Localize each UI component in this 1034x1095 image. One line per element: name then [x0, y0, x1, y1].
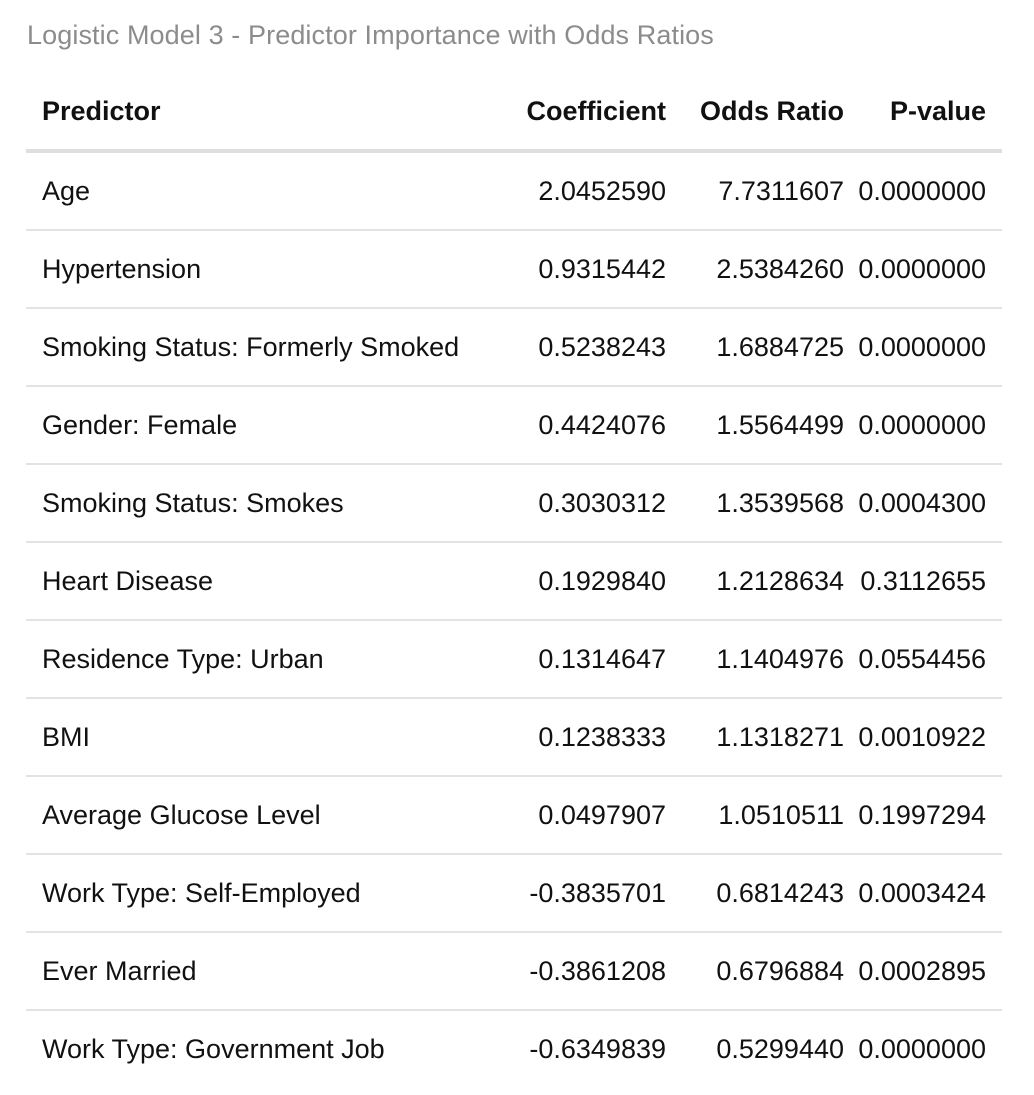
table-row: BMI 0.1238333 1.1318271 0.0010922 [26, 698, 1002, 777]
p-value-cell: 0.0000000 [858, 1033, 986, 1064]
coefficient-cell: -0.3835701 [506, 854, 666, 933]
odds-ratio-cell: 1.5564499 [666, 386, 844, 465]
p-value-cell: 0.1997294 [844, 776, 1002, 855]
coefficient-cell: -0.3861208 [506, 932, 666, 1011]
odds-ratio-cell: 1.2128634 [666, 542, 844, 621]
coefficient-cell: -0.6349839 [529, 1033, 666, 1064]
predictor-cell: Hypertension [26, 230, 506, 309]
predictor-cell: Smoking Status: Formerly Smoked [26, 308, 506, 387]
predictor-cell: Work Type: Government Job [42, 1033, 385, 1064]
odds-ratio-cell: 0.6814243 [666, 854, 844, 933]
table-row: Ever Married -0.3861208 0.6796884 0.0002… [26, 932, 1002, 1011]
table-row: Age 2.0452590 7.7311607 0.0000000 [26, 151, 1002, 231]
p-value-cell: 0.3112655 [844, 542, 1002, 621]
p-value-cell: 0.0002895 [844, 932, 1002, 1011]
predictor-cell: Smoking Status: Smokes [26, 464, 506, 543]
coefficient-cell: 2.0452590 [506, 151, 666, 231]
table-row: Gender: Female 0.4424076 1.5564499 0.000… [26, 386, 1002, 465]
odds-ratio-cell: 0.5299440 [716, 1033, 844, 1064]
table-row: Smoking Status: Formerly Smoked 0.523824… [26, 308, 1002, 387]
p-value-cell: 0.0000000 [844, 230, 1002, 309]
p-value-cell: 0.0003424 [844, 854, 1002, 933]
table-row: Residence Type: Urban 0.1314647 1.140497… [26, 620, 1002, 699]
table-row: Average Glucose Level 0.0497907 1.051051… [26, 776, 1002, 855]
p-value-cell: 0.0010922 [844, 698, 1002, 777]
p-value-cell: 0.0000000 [844, 386, 1002, 465]
odds-ratio-cell: 0.6796884 [666, 932, 844, 1011]
predictor-cell: Heart Disease [26, 542, 506, 621]
coefficient-cell: 0.3030312 [506, 464, 666, 543]
header-coefficient: Coefficient [506, 74, 666, 153]
header-predictor: Predictor [26, 74, 506, 153]
predictor-cell: Gender: Female [26, 386, 506, 465]
predictor-cell: Residence Type: Urban [26, 620, 506, 699]
coefficient-cell: 0.4424076 [506, 386, 666, 465]
p-value-cell: 0.0004300 [844, 464, 1002, 543]
table-header: Predictor Coefficient Odds Ratio P-value [26, 74, 1002, 153]
coefficient-cell: 0.9315442 [506, 230, 666, 309]
predictor-table: Predictor Coefficient Odds Ratio P-value… [26, 74, 1002, 1087]
table-row: Hypertension 0.9315442 2.5384260 0.00000… [26, 230, 1002, 309]
table-row: Work Type: Government Job -0.6349839 0.5… [26, 1010, 1002, 1087]
odds-ratio-cell: 1.6884725 [666, 308, 844, 387]
p-value-cell: 0.0554456 [844, 620, 1002, 699]
table-row: Heart Disease 0.1929840 1.2128634 0.3112… [26, 542, 1002, 621]
table-body: Age 2.0452590 7.7311607 0.0000000 Hypert… [26, 151, 1002, 1087]
table-caption: Logistic Model 3 - Predictor Importance … [27, 20, 714, 50]
predictor-cell: Age [26, 151, 506, 231]
odds-ratio-cell: 1.1404976 [666, 620, 844, 699]
predictor-cell: Ever Married [26, 932, 506, 1011]
coefficient-cell: 0.1314647 [506, 620, 666, 699]
p-value-cell: 0.0000000 [844, 151, 1002, 231]
coefficient-cell: 0.1929840 [506, 542, 666, 621]
header-row: Predictor Coefficient Odds Ratio P-value [26, 74, 1002, 153]
table-row: Work Type: Self-Employed -0.3835701 0.68… [26, 854, 1002, 933]
header-odds-ratio: Odds Ratio [666, 74, 844, 153]
odds-ratio-cell: 7.7311607 [666, 151, 844, 231]
odds-ratio-cell: 1.3539568 [666, 464, 844, 543]
coefficient-cell: 0.1238333 [506, 698, 666, 777]
p-value-cell: 0.0000000 [844, 308, 1002, 387]
odds-ratio-cell: 1.0510511 [666, 776, 844, 855]
odds-ratio-cell: 2.5384260 [666, 230, 844, 309]
coefficient-cell: 0.0497907 [506, 776, 666, 855]
predictor-cell: Average Glucose Level [26, 776, 506, 855]
predictor-cell: Work Type: Self-Employed [26, 854, 506, 933]
odds-ratio-cell: 1.1318271 [666, 698, 844, 777]
predictor-cell: BMI [26, 698, 506, 777]
table-row: Smoking Status: Smokes 0.3030312 1.35395… [26, 464, 1002, 543]
header-p-value: P-value [844, 74, 1002, 153]
coefficient-cell: 0.5238243 [506, 308, 666, 387]
